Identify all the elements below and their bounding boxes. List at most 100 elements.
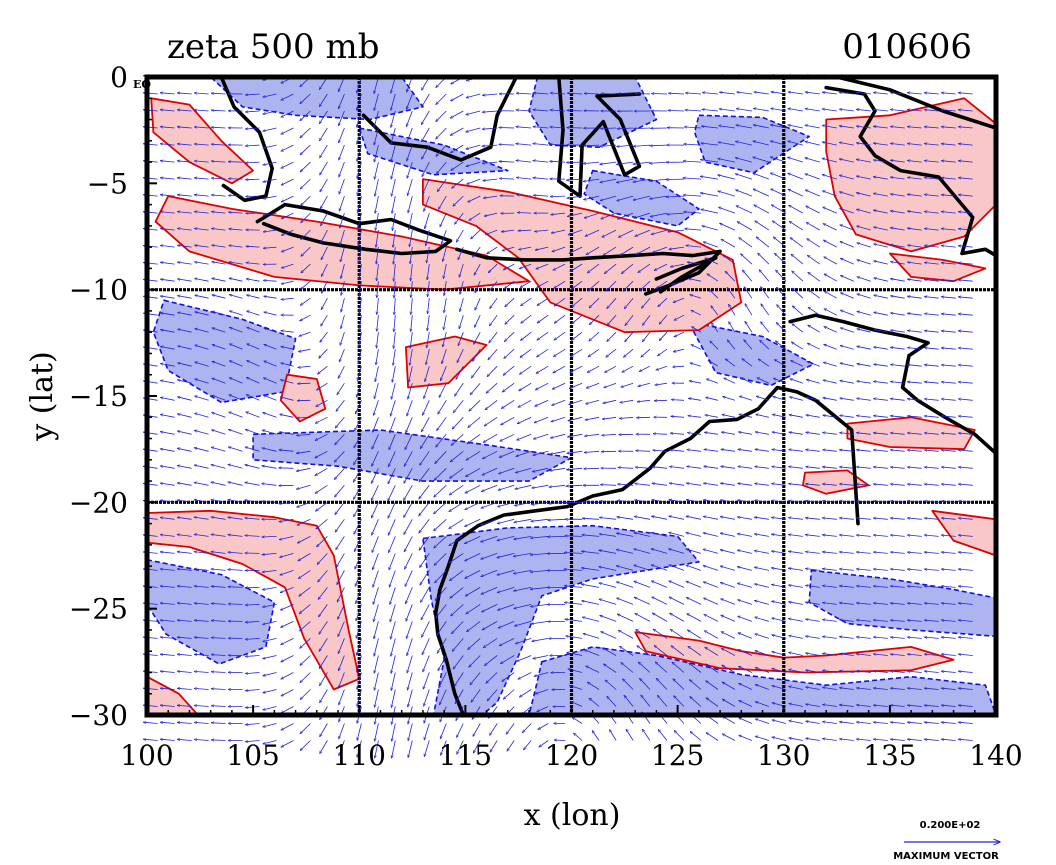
- x-tick-label-135: 135: [863, 739, 916, 772]
- wind-vector: [194, 534, 209, 537]
- wind-vector: [355, 570, 362, 586]
- wind-vector: [636, 629, 651, 639]
- wind-vector: [652, 94, 668, 95]
- wind-vector: [317, 553, 328, 564]
- chart-title: zeta 500 mb: [167, 27, 379, 67]
- wind-vector: [482, 604, 498, 612]
- wind-vector: [722, 734, 736, 741]
- wind-vector: [789, 518, 803, 520]
- wind-vector: [434, 553, 447, 565]
- wind-vector: [581, 584, 600, 588]
- wind-vector: [941, 654, 956, 656]
- wind-vector: [500, 655, 515, 664]
- wind-vector: [839, 535, 854, 537]
- wind-vector: [755, 719, 770, 724]
- wind-vector: [498, 604, 515, 610]
- wind-vector: [771, 568, 786, 571]
- wind-vector: [806, 518, 820, 520]
- wind-vector: [160, 535, 175, 537]
- wind-vector: [465, 518, 481, 526]
- wind-vector: [522, 723, 532, 733]
- wind-vector: [452, 638, 464, 651]
- wind-vector: [335, 519, 345, 532]
- wind-vector: [839, 569, 854, 571]
- wind-vector: [245, 500, 260, 503]
- wind-vector: [890, 569, 905, 571]
- wind-vector: [357, 723, 362, 741]
- wind-vector: [513, 553, 532, 556]
- wind-vector: [958, 620, 973, 621]
- positive-region-mid-blob-a: [279, 373, 327, 423]
- wind-vector: [617, 614, 634, 622]
- wind-vector: [722, 648, 736, 656]
- wind-vector: [319, 621, 328, 634]
- wind-vector: [822, 535, 837, 537]
- wind-vector: [658, 730, 668, 741]
- wind-vector: [720, 517, 735, 520]
- wind-vector: [263, 621, 277, 624]
- wind-vector: [652, 597, 668, 605]
- positive-region-east-band-2: [802, 469, 870, 495]
- wind-vector: [873, 705, 888, 707]
- wind-vector: [245, 621, 260, 622]
- wind-vector: [839, 586, 854, 588]
- wind-vector: [228, 587, 243, 588]
- wind-vector: [637, 417, 651, 418]
- wind-vector: [441, 740, 447, 756]
- wind-vector: [502, 672, 515, 682]
- wind-vector: [569, 685, 583, 690]
- wind-vector: [300, 638, 311, 648]
- coastline-sumatra: [219, 77, 275, 203]
- wind-vector: [907, 552, 922, 553]
- wind-vector: [465, 570, 481, 578]
- wind-vector: [300, 740, 311, 751]
- wind-vector: [339, 723, 345, 739]
- wind-vector: [616, 550, 634, 554]
- wind-vector: [616, 566, 634, 571]
- wind-vector: [806, 653, 820, 656]
- wind-vector: [637, 646, 651, 656]
- wind-vector: [211, 552, 226, 554]
- wind-vector: [856, 535, 871, 537]
- wind-vector: [339, 689, 345, 705]
- wind-vector: [280, 587, 294, 592]
- wind-vector: [160, 654, 175, 655]
- wind-vector: [806, 704, 820, 707]
- wind-vector: [754, 517, 769, 520]
- wind-vector: [389, 536, 396, 552]
- wind-vector: [457, 740, 464, 755]
- wind-vector: [958, 603, 973, 604]
- wind-vector: [669, 516, 685, 520]
- wind-vector: [739, 718, 753, 724]
- wind-vector: [806, 585, 820, 588]
- wind-vector: [582, 518, 600, 519]
- wind-vector: [390, 621, 396, 639]
- wind-vector: [651, 549, 668, 554]
- wind-vector: [263, 655, 277, 659]
- wind-vector: [490, 723, 498, 736]
- wind-vector: [958, 569, 973, 570]
- wind-vector: [635, 613, 651, 622]
- wind-vector: [297, 518, 311, 525]
- wind-vector: [514, 518, 532, 522]
- wind-vector: [408, 689, 413, 708]
- wind-vector: [690, 731, 702, 741]
- wind-vector: [703, 566, 719, 571]
- wind-vector: [300, 723, 311, 734]
- wind-vector: [263, 638, 277, 641]
- wind-vector: [457, 723, 464, 738]
- wind-vector: [738, 616, 753, 622]
- wind-vector: [388, 502, 396, 518]
- wind-vector: [300, 655, 311, 666]
- y-tick-label-m10: −10: [69, 274, 128, 307]
- wind-vector: [405, 553, 413, 569]
- coastline-new-guinea-north: [834, 77, 996, 130]
- wind-vector: [177, 722, 192, 723]
- wind-vector: [823, 637, 837, 639]
- wind-vector: [941, 637, 956, 638]
- wind-vector: [263, 706, 277, 710]
- wind-vector: [686, 597, 702, 605]
- wind-vector: [194, 552, 209, 554]
- wind-vector: [890, 535, 905, 537]
- wind-vector: [924, 688, 939, 689]
